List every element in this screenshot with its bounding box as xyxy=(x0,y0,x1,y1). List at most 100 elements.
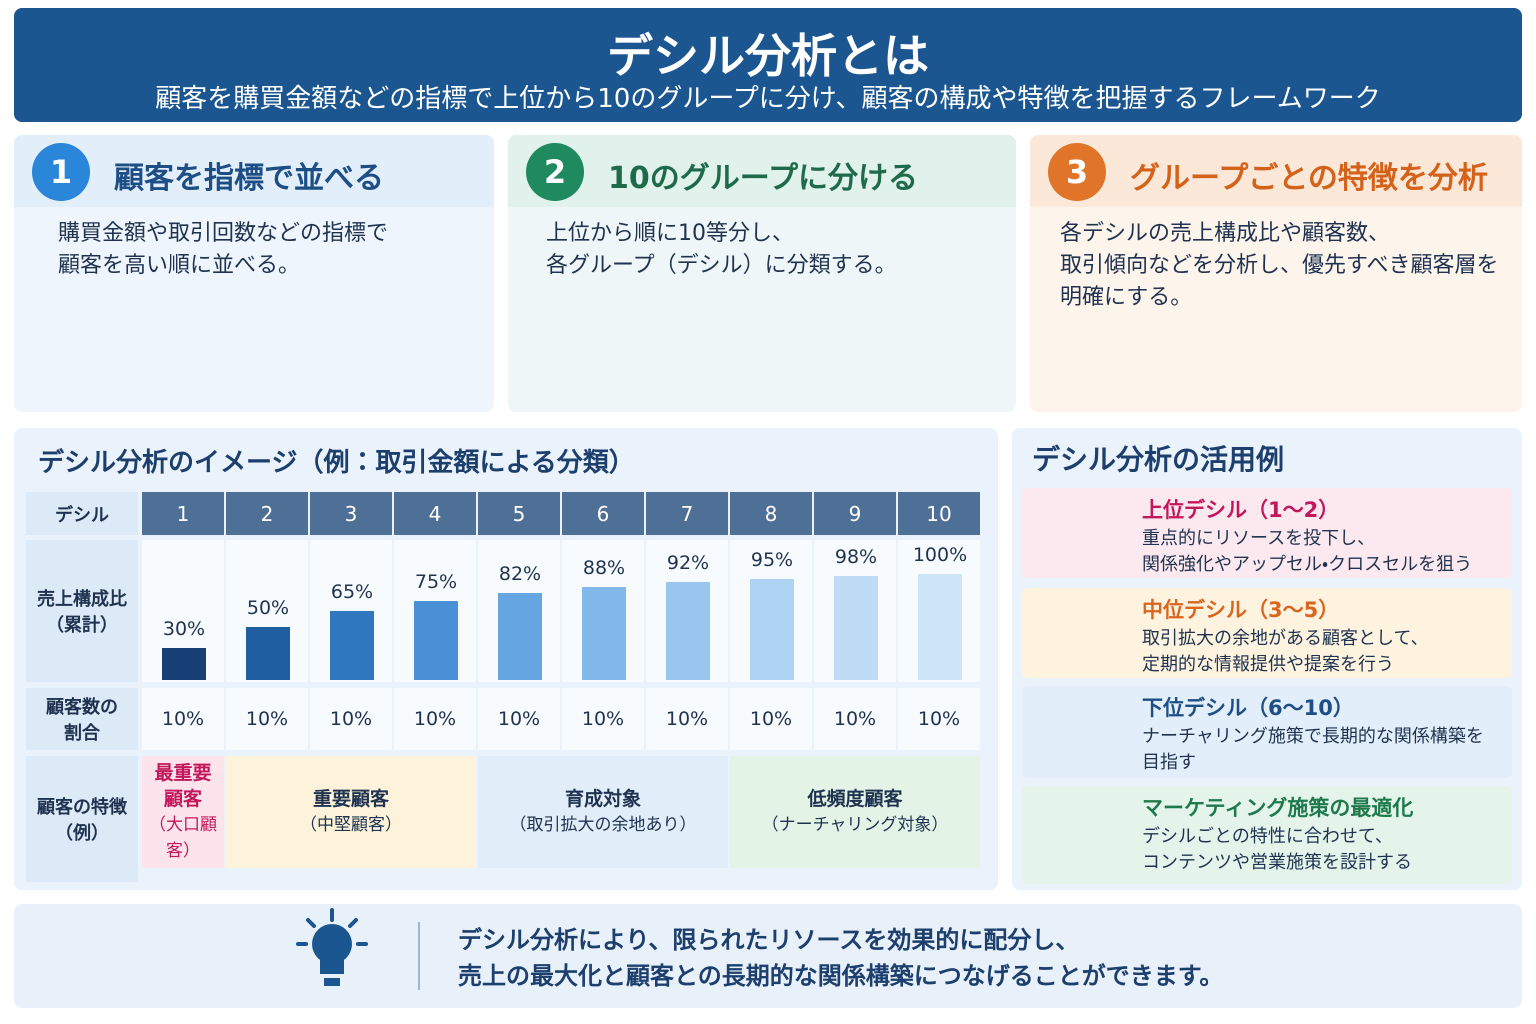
footer-line: デシル分析により、限られたリソースを効果的に配分し、 xyxy=(458,926,1080,954)
use-case-title: 中位デシル（3〜5） xyxy=(1142,598,1340,622)
use-case-text: ナーチャリング施策で長期的な関係構築を xyxy=(1142,726,1484,747)
feature-name: 最重要 xyxy=(154,762,212,784)
row-label-line: 顧客の特徴 xyxy=(37,797,127,818)
feature-note: （大口顧客） xyxy=(149,815,217,861)
step-band xyxy=(508,135,1016,207)
feature-name: 低頻度顧客 xyxy=(807,788,903,810)
subtitle: 顧客を購買金額などの指標で上位から10のグループに分け、顧客の構成や特徴を把握す… xyxy=(155,84,1381,114)
bulb-neck xyxy=(320,958,344,986)
bulb-ray xyxy=(306,918,316,928)
bar xyxy=(414,600,458,680)
bar xyxy=(666,582,710,680)
step-card: 2 10のグループに分ける上位から順に10等分し、各グループ（デシル）に分類する。 xyxy=(508,135,1016,412)
step-card: 1 顧客を指標で並べる 購買金額や取引回数などの指標で 顧客を高い順に並べる。 xyxy=(14,135,494,412)
bar xyxy=(246,627,290,680)
value-label: 100% xyxy=(912,544,968,566)
feature-cell: 育成対象 （取引拡大の余地あり） xyxy=(478,756,728,868)
bulb-ray xyxy=(348,918,358,928)
table-cell: 10% xyxy=(814,688,896,750)
use-case-text: 定期的な情報提供や提案を行う xyxy=(1142,654,1394,675)
table-cell: 10% xyxy=(646,688,728,750)
use-case-text: 取引拡大の余地がある顧客として、 xyxy=(1142,628,1429,649)
use-case-text: コンテンツや営業施策を設計する xyxy=(1142,852,1412,873)
value-label: 30% xyxy=(162,618,206,641)
use-case-text: 目指す xyxy=(1142,752,1196,773)
row-label-line: 顧客数の xyxy=(46,697,118,718)
value-label: 82% xyxy=(498,563,542,586)
use-case-card: マーケティング施策の最適化 デシルごとの特性に合わせて、 コンテンツや営業施策を設計… xyxy=(1022,786,1512,884)
header: デシル分析とは 顧客を購買金額などの指標で上位から10のグループに分け、顧客の構… xyxy=(14,8,1522,122)
decile-header: 6 xyxy=(562,492,644,535)
row-label: デシル xyxy=(26,492,138,535)
table-cell: 10% xyxy=(226,688,308,750)
use-case-title: 下位デシル（6〜10） xyxy=(1142,696,1354,720)
table-cell: 10% xyxy=(310,688,392,750)
panel-title: デシル分析の活用例 xyxy=(1032,443,1285,476)
row-label: 顧客の特徴 （例） xyxy=(26,756,138,882)
table-cell: 10% xyxy=(730,688,812,750)
feature-cell: 低頻度顧客 （ナーチャリング対象） xyxy=(730,756,980,868)
value-label: 75% xyxy=(414,570,458,593)
value-label: 88% xyxy=(582,556,626,579)
decile-header: 4 xyxy=(394,492,476,535)
table-cell: 10% xyxy=(394,688,476,750)
value-label: 65% xyxy=(330,581,374,604)
bar xyxy=(498,593,542,680)
divider xyxy=(418,922,420,990)
table-cell: 10% xyxy=(478,688,560,750)
feature-name: 育成対象 xyxy=(564,788,641,810)
step-text: 上位から順に10等分し、 xyxy=(546,221,794,246)
feature-note: （中堅顧客） xyxy=(300,815,402,835)
bar xyxy=(750,579,794,680)
bar xyxy=(918,574,962,680)
use-case-card: 中位デシル（3〜5） 取引拡大の余地がある顧客として、 定期的な情報提供や提案を行う xyxy=(1022,588,1512,678)
footer-line: 売上の最大化と顧客との長期的な関係構築につなげることができます。 xyxy=(458,962,1224,990)
step-card: 3 グループごとの特徴を分析 各デシルの売上構成比や顧客数、 取引傾向などを分析し、優… xyxy=(1030,135,1522,412)
use-case-text: 関係強化やアップセル・クロスセルを狙う xyxy=(1142,554,1473,575)
decile-header: 9 xyxy=(814,492,896,535)
row-label-line: 売上構成比 xyxy=(37,589,127,610)
table-cell: 10% xyxy=(142,688,224,750)
decile-header: 3 xyxy=(310,492,392,535)
decile-header: 7 xyxy=(646,492,728,535)
row-label-line: 割合 xyxy=(64,723,100,744)
use-case-text: デシルごとの特性に合わせて、 xyxy=(1142,826,1393,847)
step-text: 顧客を高い順に並べる。 xyxy=(58,253,301,278)
decile-header: 10 xyxy=(898,492,980,535)
row-label-line: （例） xyxy=(55,823,109,844)
use-case-card: 上位デシル（1〜2） 重点的にリソースを投下し、関係強化やアップセル・クロスセルを… xyxy=(1022,488,1512,578)
title: デシル分析とは xyxy=(607,29,929,83)
feature-note: （取引拡大の余地あり） xyxy=(509,815,697,835)
bar xyxy=(582,586,626,680)
panel-title: デシル分析のイメージ（例：取引金額による分類） xyxy=(38,448,635,478)
step-band xyxy=(1030,135,1522,207)
value-label: 98% xyxy=(834,546,878,569)
bar xyxy=(834,576,878,680)
footer-text: デシル分析により、限られたリソースを効果的に配分し、 売上の最大化と顧客との長期… xyxy=(458,922,1223,994)
step-title: 顧客を指標で並べる xyxy=(114,161,384,196)
decile-header: 2 xyxy=(226,492,308,535)
bar xyxy=(330,611,374,680)
step-number: 3 xyxy=(1048,143,1106,201)
feature-name: 顧客 xyxy=(163,788,202,810)
table-cell: 10% xyxy=(562,688,644,750)
bulb xyxy=(312,924,352,964)
use-case-title: マーケティング施策の最適化 xyxy=(1142,796,1414,820)
decile-header: 1 xyxy=(142,492,224,535)
decile-header: 5 xyxy=(478,492,560,535)
row-label: 売上構成比 （累計） xyxy=(26,540,138,682)
value-label: 50% xyxy=(246,597,290,619)
step-text: 購買金額や取引回数などの指標で xyxy=(58,221,389,246)
feature-name: 重要顧客 xyxy=(312,788,389,810)
decile-header: 8 xyxy=(730,492,812,535)
step-text: 取引傾向などを分析し、優先すべき顧客層を xyxy=(1060,253,1499,278)
value-label: 92% xyxy=(666,552,710,575)
step-text: 各グループ（デシル）に分類する。 xyxy=(546,253,897,278)
row-label-line: （累計） xyxy=(46,615,118,636)
step-title: グループごとの特徴を分析 xyxy=(1130,161,1488,196)
step-number: 2 xyxy=(526,143,584,201)
step-title: 10のグループに分ける xyxy=(608,161,918,196)
use-case-title: 上位デシル（1〜2） xyxy=(1142,498,1340,522)
use-case-text: 重点的にリソースを投下し、 xyxy=(1142,528,1376,549)
